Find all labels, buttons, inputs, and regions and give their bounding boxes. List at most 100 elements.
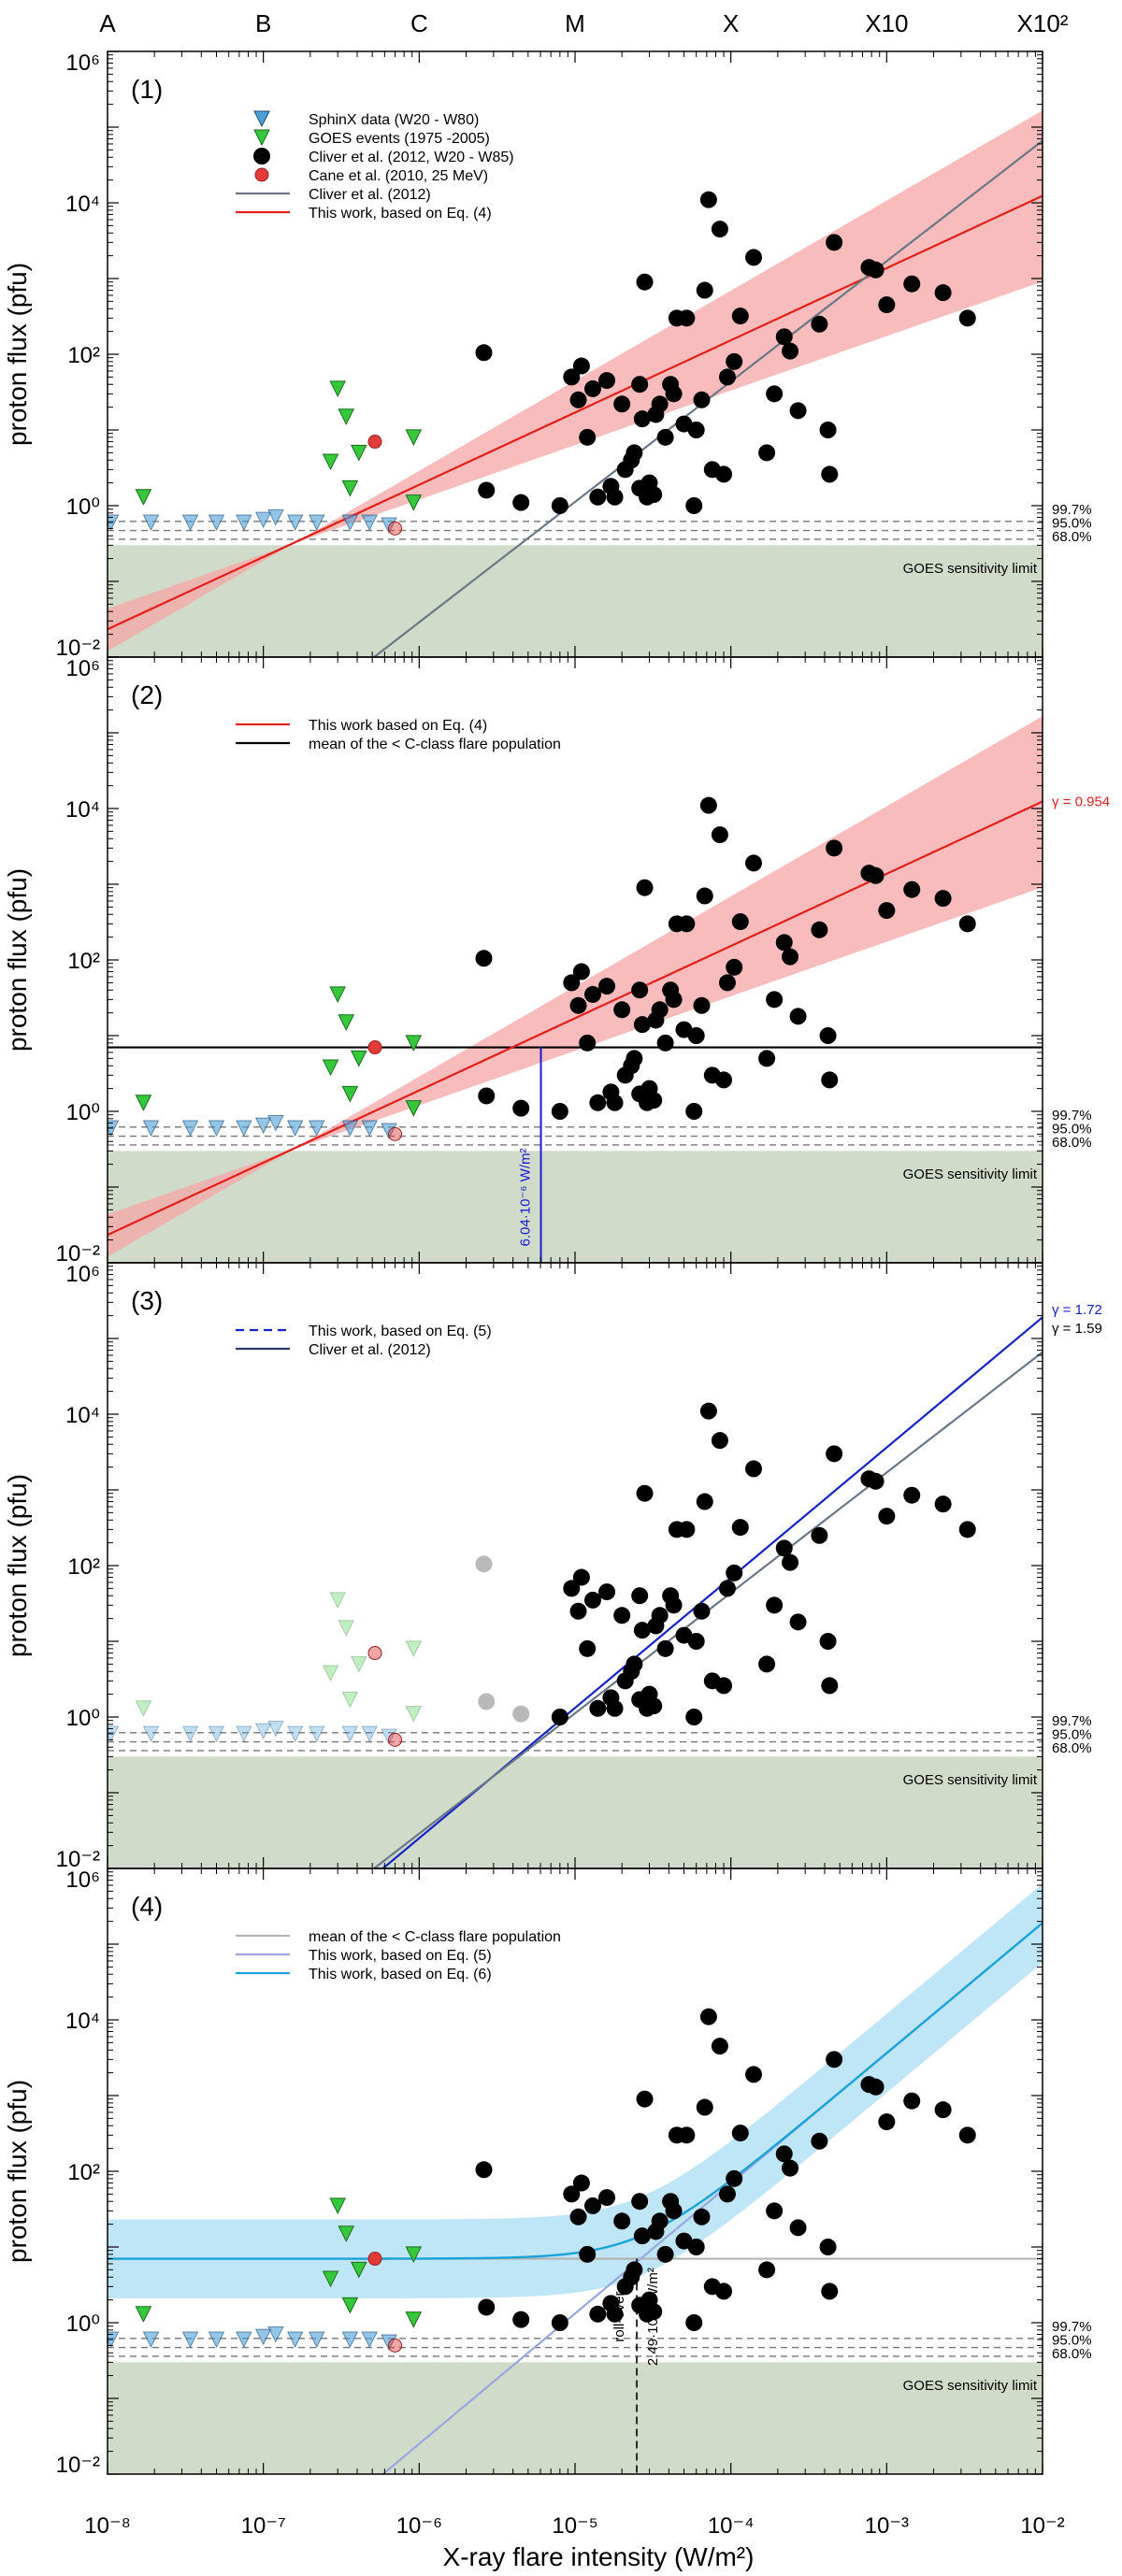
confidence-label: 95.0%	[1052, 516, 1092, 532]
cliver-point	[711, 2038, 728, 2055]
panel-3: GOES sensitivity limit 99.7%95.0%68.0% 10⁻…	[3, 1262, 1102, 1872]
goes-event	[338, 2225, 355, 2242]
cliver-point	[645, 486, 663, 504]
cliver-point	[811, 1526, 828, 1544]
sphinx-point	[208, 1120, 225, 1138]
sphinx-point	[267, 1115, 284, 1132]
sphinx-point	[254, 511, 272, 529]
class-label: B	[255, 9, 271, 37]
y-tick-label: 10⁶	[65, 656, 100, 681]
legend-label: mean of the < C-class flare population	[309, 737, 561, 752]
cane-point	[367, 2252, 382, 2267]
goes-event	[338, 1014, 355, 1031]
cliver-point	[606, 488, 624, 506]
rollover-label: roll-over	[611, 2291, 627, 2341]
sphinx-point	[142, 2331, 160, 2349]
cliver-point	[651, 2212, 669, 2230]
fit-line	[372, 1351, 1043, 1868]
cliver-point	[699, 796, 717, 814]
sensitivity-label: GOES sensitivity limit	[903, 1166, 1038, 1182]
cliver-point	[811, 921, 828, 938]
cliver-point	[731, 913, 749, 931]
cliver-point	[789, 2219, 807, 2237]
cliver-point	[572, 963, 590, 980]
cliver-point	[903, 275, 921, 293]
fit-line	[108, 194, 1043, 631]
cliver-point	[512, 1099, 530, 1117]
panel-plot-area	[108, 110, 1043, 657]
cliver-point	[731, 1519, 749, 1537]
y-tick-label: 10⁶	[65, 1868, 100, 1893]
cliver-point	[613, 1001, 631, 1019]
goes-event	[405, 2246, 423, 2263]
y-tick-label: 10⁻²	[56, 636, 100, 661]
sphinx-point	[254, 2328, 272, 2346]
cliver-point	[583, 985, 601, 1003]
cliver-point	[579, 428, 597, 446]
cliver-point	[699, 1402, 717, 1420]
legend-label: mean of the < C-class flare population	[309, 1929, 561, 1945]
cliver-point	[958, 309, 976, 327]
panel-1: GOES sensitivity limit 99.7%95.0%68.0% 10⁻…	[3, 50, 1092, 661]
legend-label: This work based on Eq. (4)	[309, 718, 487, 734]
panel-plot-area	[108, 716, 1043, 1263]
cliver-point	[645, 1092, 663, 1109]
y-tick-label: 10⁻²	[56, 1847, 100, 1872]
cliver-point	[569, 996, 587, 1014]
cliver-point	[711, 1432, 728, 1450]
goes-event	[405, 1640, 423, 1657]
fit-line	[381, 1316, 1043, 1868]
legend-label: Cane et al. (2010, 25 MeV)	[309, 168, 488, 184]
class-label: X10	[865, 9, 908, 37]
sphinx-point	[236, 514, 252, 532]
y-tick-label: 10⁶	[65, 1262, 100, 1287]
cliver-point	[745, 249, 763, 266]
cliver-point	[958, 2126, 976, 2144]
cliver-point	[775, 1539, 793, 1557]
cliver-point	[569, 391, 587, 408]
gamma-label: γ = 0.954	[1052, 794, 1110, 810]
cliver-point	[766, 2202, 784, 2220]
cliver-point	[512, 494, 530, 511]
confidence-label: 68.0%	[1052, 1740, 1092, 1756]
cliver-point	[613, 1607, 631, 1624]
cliver-point	[631, 376, 649, 394]
cliver-point	[685, 1103, 703, 1120]
cliver-point	[934, 284, 952, 302]
cliver-point	[551, 497, 568, 514]
y-tick-label: 10⁴	[65, 192, 100, 217]
cliver-point	[665, 385, 683, 403]
cliver-point	[633, 410, 651, 428]
cliver-point	[598, 2189, 616, 2207]
cliver-point	[636, 273, 654, 291]
sensitivity-region	[108, 2362, 1043, 2474]
cliver-point	[606, 2305, 624, 2323]
sphinx-point	[208, 514, 225, 532]
x-tick-label: 10⁻²	[1020, 2513, 1064, 2539]
y-tick-label: 10²	[67, 343, 100, 368]
cane-point	[388, 1126, 403, 1141]
x-axis-title: X-ray flare intensity (W/m²)	[443, 2542, 755, 2571]
y-tick-label: 10²	[67, 2160, 100, 2185]
cliver-point	[626, 2261, 643, 2279]
legend-label: This work, based on Eq. (4)	[309, 206, 492, 222]
sphinx-point	[267, 509, 284, 526]
cliver-point	[598, 978, 616, 995]
cliver-point	[696, 1493, 713, 1510]
cliver-point	[626, 1050, 643, 1067]
y-tick-label: 10⁰	[66, 1100, 100, 1125]
cliver-point	[687, 422, 705, 438]
legend-label: This work, based on Eq. (6)	[309, 1967, 492, 1982]
cliver-point	[579, 2245, 597, 2263]
sphinx-point	[142, 514, 160, 532]
cliver-point	[718, 1580, 736, 1597]
cliver-point	[934, 890, 952, 908]
y-tick-label: 10⁻²	[56, 2453, 100, 2478]
x-tick-label: 10⁻⁵	[552, 2513, 597, 2539]
confidence-label: 99.7%	[1052, 1108, 1092, 1123]
panels: GOES sensitivity limit 99.7% 95.0% 68.0% 10⁻…	[3, 50, 1110, 2478]
cliver-point	[766, 385, 784, 403]
cliver-point	[878, 2113, 896, 2131]
goes-event	[405, 1100, 423, 1117]
